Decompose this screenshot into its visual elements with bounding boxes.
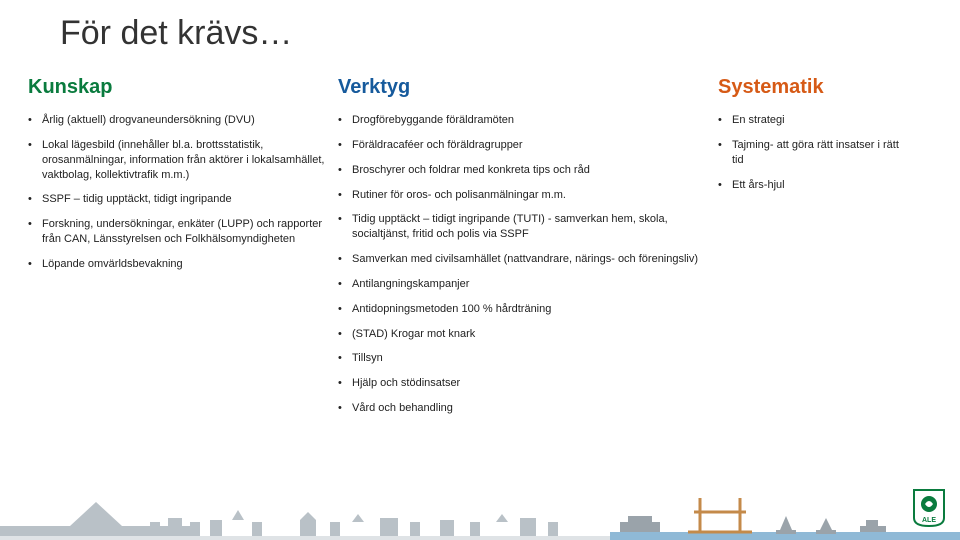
list-systematik: En strategi Tajming- att göra rätt insat… xyxy=(718,113,906,192)
list-item: Vård och behandling xyxy=(338,401,706,416)
ale-logo-icon: ALE xyxy=(912,488,946,528)
list-item: Drogförebyggande föräldramöten xyxy=(338,113,706,128)
list-item: Broschyrer och foldrar med konkreta tips… xyxy=(338,163,706,178)
list-item: Ett års-hjul xyxy=(718,178,906,193)
list-item: Antidopningsmetoden 100 % hårdträning xyxy=(338,302,706,317)
list-item: Antilangningskampanjer xyxy=(338,277,706,292)
list-item: Lokal lägesbild (innehåller bl.a. brotts… xyxy=(28,138,326,183)
list-item: SSPF – tidig upptäckt, tidigt ingripande xyxy=(28,192,326,207)
columns-container: Kunskap Årlig (aktuell) drogvaneundersök… xyxy=(28,76,940,426)
list-item: Hjälp och stödinsatser xyxy=(338,376,706,391)
list-kunskap: Årlig (aktuell) drogvaneundersökning (DV… xyxy=(28,113,326,272)
column-systematik: Systematik En strategi Tajming- att göra… xyxy=(718,76,918,426)
list-item: Tidig upptäckt – tidigt ingripande (TUTI… xyxy=(338,212,706,242)
list-verktyg: Drogförebyggande föräldramöten Föräldrac… xyxy=(338,113,706,416)
list-item: Forskning, undersökningar, enkäter (LUPP… xyxy=(28,217,326,247)
column-verktyg: Verktyg Drogförebyggande föräldramöten F… xyxy=(338,76,718,426)
list-item: (STAD) Krogar mot knark xyxy=(338,327,706,342)
slide: För det krävs… Kunskap Årlig (aktuell) d… xyxy=(0,0,960,540)
list-item: Samverkan med civilsamhället (nattvandra… xyxy=(338,252,706,267)
column-heading-kunskap: Kunskap xyxy=(28,76,326,99)
list-item: Rutiner för oros- och polisanmälningar m… xyxy=(338,188,706,203)
logo-label: ALE xyxy=(922,517,936,524)
footer-skyline-icon xyxy=(0,492,960,540)
list-item: Föräldracaféer och föräldragrupper xyxy=(338,138,706,153)
page-title: För det krävs… xyxy=(60,14,292,53)
column-kunskap: Kunskap Årlig (aktuell) drogvaneundersök… xyxy=(28,76,338,426)
list-item: Löpande omvärldsbevakning xyxy=(28,257,326,272)
list-item: Tajming- att göra rätt insatser i rätt t… xyxy=(718,138,906,168)
list-item: Tillsyn xyxy=(338,351,706,366)
column-heading-systematik: Systematik xyxy=(718,76,906,99)
list-item: En strategi xyxy=(718,113,906,128)
column-heading-verktyg: Verktyg xyxy=(338,76,706,99)
list-item: Årlig (aktuell) drogvaneundersökning (DV… xyxy=(28,113,326,128)
